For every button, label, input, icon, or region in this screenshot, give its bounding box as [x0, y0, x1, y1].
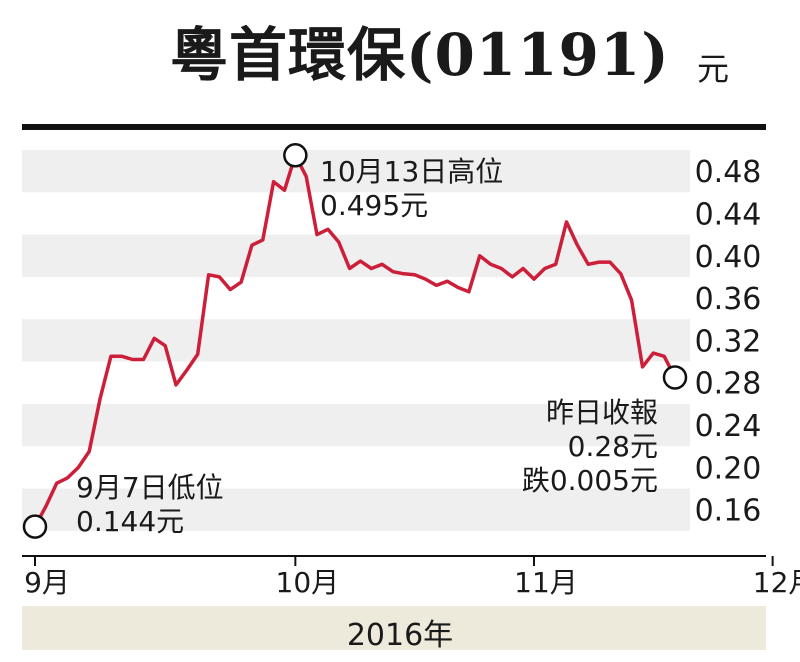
grid-band — [22, 234, 690, 277]
close-marker — [662, 365, 688, 390]
grid-band — [22, 319, 690, 362]
high-annotation-date: 10月13日高位 — [320, 155, 504, 188]
grid-band — [22, 403, 690, 447]
low-annotation: 9月7日低位 0.144元 — [76, 471, 224, 539]
y-tick-label: 0.20 — [695, 451, 762, 486]
high-marker — [283, 143, 308, 168]
low-annotation-date: 9月7日低位 — [76, 471, 224, 504]
chart-title: 粵首環保(01191) — [170, 21, 670, 89]
grid-bands — [22, 150, 690, 531]
x-tick-label: 11月 — [514, 566, 578, 599]
low-annotation-price: 0.144元 — [76, 505, 185, 538]
x-tick-label: 9月 — [24, 566, 70, 599]
close-annotation-price: 0.28元 — [567, 430, 658, 463]
grid-band — [22, 150, 690, 193]
y-tick-label: 0.36 — [695, 282, 762, 317]
high-annotation: 10月13日高位 0.495元 — [320, 155, 503, 223]
top-rule — [22, 124, 766, 130]
markers — [22, 143, 688, 539]
close-annotation-change: 跌0.005元 — [521, 464, 658, 497]
y-tick-label: 0.24 — [695, 409, 762, 444]
close-annotation: 昨日收報 0.28元 跌0.005元 — [490, 396, 658, 498]
low-marker — [22, 514, 48, 539]
x-tick-label: 10月 — [276, 566, 340, 599]
y-tick-label: 0.16 — [695, 494, 762, 529]
year-label: 2016年 — [346, 618, 454, 653]
y-tick-label: 0.28 — [695, 367, 762, 402]
y-tick-label: 0.44 — [695, 197, 762, 232]
year-band — [22, 606, 766, 650]
y-axis-ticks: 0.16 0.20 0.24 0.28 0.32 0.36 0.40 0.44 0.48 — [695, 155, 762, 529]
high-annotation-price: 0.495元 — [320, 189, 429, 222]
grid-band — [22, 488, 690, 531]
close-annotation-label: 昨日收報 — [545, 396, 658, 429]
unit-label: 元 — [697, 50, 730, 88]
y-tick-label: 0.40 — [695, 240, 762, 275]
x-axis-ticks: 9月 10月 11月 12月 — [24, 556, 800, 599]
price-line — [33, 153, 677, 528]
x-tick-label: 12月 — [753, 566, 800, 599]
y-tick-label: 0.48 — [695, 155, 762, 190]
y-tick-label: 0.32 — [695, 324, 762, 359]
